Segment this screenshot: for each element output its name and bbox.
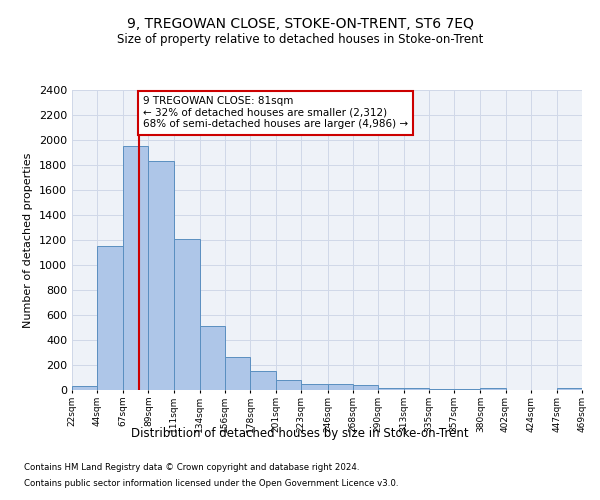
Bar xyxy=(378,388,404,390)
Bar xyxy=(353,385,378,390)
Text: Size of property relative to detached houses in Stoke-on-Trent: Size of property relative to detached ho… xyxy=(117,32,483,46)
Bar xyxy=(276,380,301,390)
Text: Distribution of detached houses by size in Stoke-on-Trent: Distribution of detached houses by size … xyxy=(131,428,469,440)
Text: Contains HM Land Registry data © Crown copyright and database right 2024.: Contains HM Land Registry data © Crown c… xyxy=(24,464,359,472)
Bar xyxy=(557,388,582,390)
Bar xyxy=(148,161,173,390)
Text: 9, TREGOWAN CLOSE, STOKE-ON-TRENT, ST6 7EQ: 9, TREGOWAN CLOSE, STOKE-ON-TRENT, ST6 7… xyxy=(127,18,473,32)
Bar xyxy=(200,326,225,390)
Y-axis label: Number of detached properties: Number of detached properties xyxy=(23,152,34,328)
Bar xyxy=(328,384,353,390)
Text: 9 TREGOWAN CLOSE: 81sqm
← 32% of detached houses are smaller (2,312)
68% of semi: 9 TREGOWAN CLOSE: 81sqm ← 32% of detache… xyxy=(143,96,408,130)
Bar xyxy=(72,386,97,390)
Bar xyxy=(250,371,276,390)
Bar xyxy=(481,388,506,390)
Text: Contains public sector information licensed under the Open Government Licence v3: Contains public sector information licen… xyxy=(24,478,398,488)
Bar xyxy=(404,388,429,390)
Bar xyxy=(301,384,328,390)
Bar xyxy=(225,357,250,390)
Bar xyxy=(429,389,454,390)
Bar xyxy=(173,239,200,390)
Bar xyxy=(124,146,148,390)
Bar xyxy=(97,246,124,390)
